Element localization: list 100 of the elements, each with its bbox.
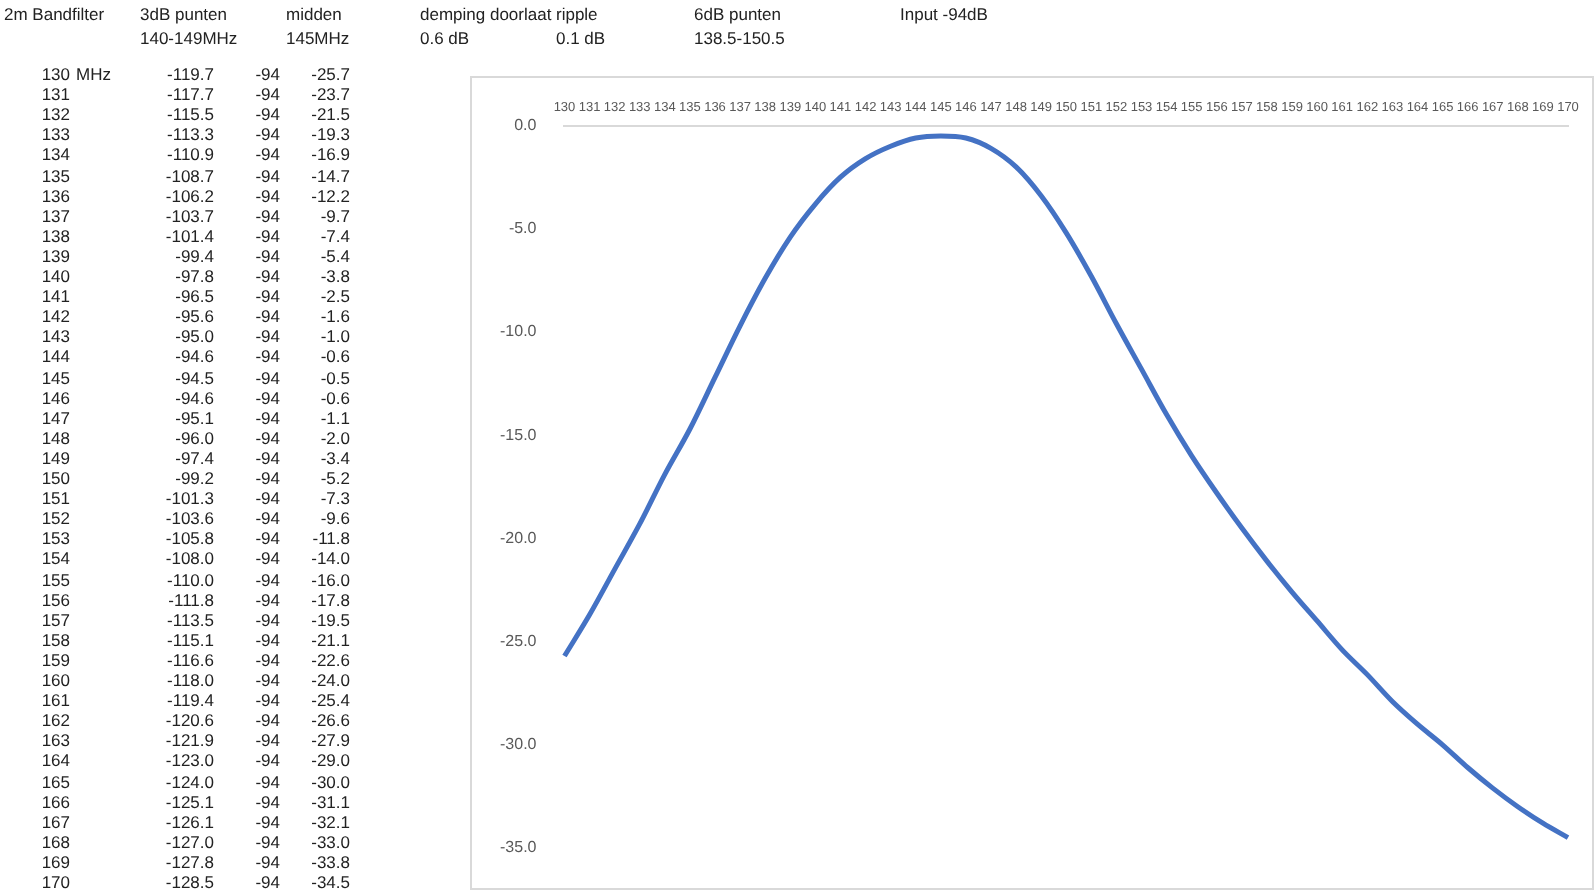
text: -3.8	[320, 266, 350, 287]
text: -32.1	[311, 811, 350, 832]
text: -94	[255, 872, 280, 890]
category-label: 158	[41, 629, 70, 650]
text: -2.5	[320, 286, 350, 307]
text: -94.6	[175, 346, 214, 367]
text: -126.1	[165, 811, 214, 832]
category-label: 150	[41, 468, 70, 488]
text: -110.0	[167, 569, 214, 590]
text: -123.0	[165, 750, 214, 771]
text: -19.5	[311, 609, 350, 630]
text: -128.5	[165, 872, 214, 890]
text: -94	[255, 245, 280, 266]
text: 145MHz	[286, 28, 350, 49]
text: -105.8	[165, 528, 214, 549]
text: 140-149MHz	[140, 28, 238, 49]
text: -94	[255, 427, 280, 448]
category-label: 156	[41, 589, 70, 610]
text: -94	[255, 791, 280, 812]
text: ripple	[556, 4, 598, 25]
text: -94	[255, 306, 280, 327]
text: -125.1	[165, 791, 214, 812]
text: -127.0	[165, 831, 214, 852]
text: -94	[255, 831, 280, 852]
text: -118.0	[167, 670, 214, 691]
category-label: 153	[41, 528, 70, 549]
text: -33.0	[311, 831, 350, 852]
text: -115.5	[167, 104, 214, 125]
text: -94	[255, 569, 280, 590]
text: -94	[255, 64, 280, 85]
text: -94	[255, 488, 280, 509]
text: -29.0	[311, 750, 350, 771]
text: -103.7	[165, 205, 214, 226]
text: -94	[255, 811, 280, 832]
category-label: 159	[41, 649, 70, 670]
text: -124.0	[165, 771, 214, 792]
category-label: 162	[41, 710, 70, 731]
y-tick-label: -15.0	[500, 425, 538, 444]
text: -106.2	[165, 185, 214, 206]
text: -9.6	[320, 508, 350, 529]
text: midden	[286, 4, 342, 25]
text: -1.0	[320, 326, 350, 347]
text: -94	[255, 104, 280, 125]
category-label: 166	[41, 791, 70, 812]
text: -97.4	[175, 447, 214, 468]
text: -16.0	[311, 569, 350, 590]
category-label: 148	[41, 427, 70, 448]
text: -94	[255, 468, 280, 489]
text: -95.1	[175, 407, 214, 428]
category-label: 152	[41, 508, 70, 529]
text: -5.2	[320, 468, 350, 489]
text: -7.3	[320, 488, 350, 509]
text: -94	[255, 851, 280, 872]
text: -12.2	[311, 185, 350, 206]
category-label: 133	[41, 124, 70, 145]
text: -94	[255, 528, 280, 549]
text: -23.7	[311, 84, 350, 105]
text: -17.8	[311, 589, 350, 610]
category-label: 135	[41, 165, 70, 185]
category-label: 164	[41, 750, 70, 771]
category-label: 155	[41, 569, 70, 589]
text: -94	[255, 508, 280, 529]
text: -30.0	[311, 771, 350, 792]
text: -25.4	[311, 690, 350, 711]
text: demping doorlaat	[420, 4, 552, 25]
text: -2.0	[320, 427, 350, 448]
category-label: 136	[41, 185, 70, 206]
text: -94	[255, 771, 280, 792]
text: -95.0	[175, 326, 214, 347]
category-label: 145	[41, 367, 70, 387]
text: 0.6 dB	[420, 28, 470, 49]
text: -110.9	[167, 144, 214, 165]
text: -94	[255, 447, 280, 468]
text: -26.6	[311, 710, 350, 731]
text: -11.8	[312, 528, 350, 549]
text: -115.1	[167, 629, 214, 650]
category-label: 149	[41, 447, 70, 468]
text: -3.4	[320, 447, 350, 468]
y-tick-label: -35.0	[500, 838, 538, 857]
text: -9.7	[320, 205, 350, 226]
category-label: 161	[41, 690, 70, 711]
text: -0.6	[320, 346, 350, 367]
category-label: 141	[41, 286, 70, 307]
text: -22.6	[311, 649, 350, 670]
text: -119.7	[167, 64, 214, 85]
text: -94	[255, 670, 280, 691]
text: -7.4	[320, 225, 350, 246]
text: -101.4	[165, 225, 214, 246]
y-tick-label: -10.0	[500, 322, 538, 341]
y-tick-label: -5.0	[508, 219, 538, 238]
text: -0.6	[320, 387, 350, 408]
text: 3dB punten	[140, 4, 227, 25]
text: -127.8	[165, 851, 214, 872]
text: -19.3	[311, 124, 350, 145]
text: -120.6	[165, 710, 214, 731]
line-series	[561, 133, 1571, 841]
text: -34.5	[311, 872, 350, 890]
category-label: 163	[41, 730, 70, 751]
text: -119.4	[167, 690, 214, 711]
text: -95.6	[175, 306, 214, 327]
